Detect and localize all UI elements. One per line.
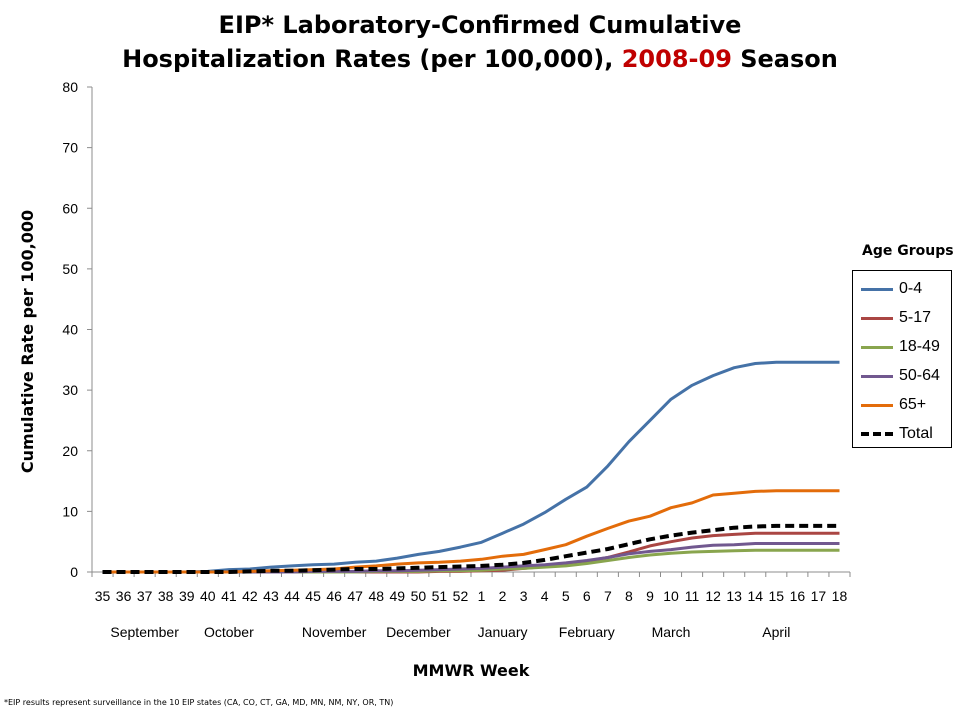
title-line-1: EIP* Laboratory-Confirmed Cumulative — [218, 11, 742, 39]
legend-label: 5-17 — [899, 309, 932, 326]
legend: 0-4 5-17 18-49 50-64 65+ Total — [852, 270, 952, 448]
x-tick-label: 48 — [368, 588, 384, 604]
y-tick-label: 40 — [62, 322, 78, 338]
x-tick-label: 9 — [646, 588, 654, 604]
title-season: 2008-09 — [621, 45, 732, 73]
x-tick-label: 3 — [520, 588, 528, 604]
x-tick-label: 51 — [432, 588, 448, 604]
x-tick-label: 15 — [769, 588, 785, 604]
x-axis-title: MMWR Week — [413, 661, 530, 680]
legend-item: 5-17 — [861, 306, 931, 330]
x-tick-label: 6 — [583, 588, 591, 604]
y-tick-label: 0 — [70, 564, 78, 580]
x-tick-label: 2 — [499, 588, 507, 604]
legend-swatch — [861, 374, 893, 378]
x-tick-label: 41 — [221, 588, 237, 604]
x-tick-label: 36 — [116, 588, 132, 604]
x-tick-label: 17 — [811, 588, 827, 604]
x-tick-label: 4 — [541, 588, 549, 604]
x-tick-label: 8 — [625, 588, 633, 604]
footnote: *EIP results represent surveillance in t… — [4, 698, 394, 707]
x-tick-label: 37 — [137, 588, 153, 604]
series-line-65- — [102, 489, 840, 574]
x-tick-label: 13 — [726, 588, 742, 604]
x-tick-label: 14 — [747, 588, 763, 604]
y-tick-label: 80 — [62, 79, 78, 95]
x-tick-label: 11 — [685, 588, 700, 604]
x-tick-label: 50 — [411, 588, 427, 604]
month-label: February — [559, 624, 615, 640]
legend-label: 50-64 — [899, 367, 940, 384]
x-tick-label: 43 — [263, 588, 279, 604]
legend-title: Age Groups — [862, 243, 954, 259]
x-tick-label: 46 — [326, 588, 342, 604]
x-tick-label: 16 — [790, 588, 806, 604]
x-tick-label: 40 — [200, 588, 216, 604]
x-tick-label: 1 — [478, 588, 486, 604]
y-tick-label: 10 — [62, 503, 78, 519]
series-line-total — [102, 523, 840, 574]
month-label: December — [386, 624, 451, 640]
legend-item: 18-49 — [861, 335, 940, 359]
month-label: November — [302, 624, 367, 640]
x-tick-label: 39 — [179, 588, 195, 604]
x-tick-label: 42 — [242, 588, 258, 604]
y-tick-label: 20 — [62, 443, 78, 459]
month-label: April — [762, 624, 790, 640]
legend-label: 18-49 — [899, 338, 940, 355]
x-tick-label: 12 — [705, 588, 721, 604]
legend-item: 50-64 — [861, 364, 940, 388]
legend-swatch — [861, 287, 893, 291]
x-tick-label: 49 — [390, 588, 406, 604]
x-tick-label: 38 — [158, 588, 174, 604]
y-axis-title: Cumulative Rate per 100,000 — [18, 210, 37, 473]
month-label: October — [204, 624, 254, 640]
x-tick-label: 47 — [347, 588, 363, 604]
legend-swatch — [861, 316, 893, 320]
legend-swatch — [861, 403, 893, 407]
legend-label: 65+ — [899, 396, 927, 413]
x-tick-label: 7 — [604, 588, 612, 604]
legend-item: 65+ — [861, 393, 926, 417]
legend-item: Total — [861, 422, 933, 446]
legend-swatch — [861, 432, 893, 436]
x-tick-label: 52 — [453, 588, 469, 604]
x-tick-label: 18 — [832, 588, 848, 604]
x-tick-label: 35 — [95, 588, 111, 604]
series-line-0-4 — [102, 360, 840, 574]
title-line-2-suffix: Season — [731, 45, 838, 73]
legend-label: 0-4 — [899, 280, 923, 297]
title-line-2: Hospitalization Rates (per 100,000), 200… — [0, 42, 960, 76]
chart-title: EIP* Laboratory-Confirmed Cumulative Hos… — [0, 8, 960, 76]
y-tick-label: 30 — [62, 382, 78, 398]
legend-label: Total — [899, 425, 933, 442]
x-tick-label: 10 — [663, 588, 679, 604]
y-tick-label: 50 — [62, 261, 78, 277]
month-label: September — [110, 624, 179, 640]
x-tick-label: 5 — [562, 588, 570, 604]
y-tick-label: 60 — [62, 200, 78, 216]
x-tick-label: 44 — [284, 588, 300, 604]
title-line-2-text: Hospitalization Rates (per 100,000), — [122, 45, 622, 73]
legend-swatch — [861, 345, 893, 349]
y-tick-label: 70 — [62, 140, 78, 156]
legend-item: 0-4 — [861, 277, 922, 301]
month-label: January — [478, 624, 528, 640]
month-label: March — [652, 624, 691, 640]
x-tick-label: 45 — [305, 588, 321, 604]
